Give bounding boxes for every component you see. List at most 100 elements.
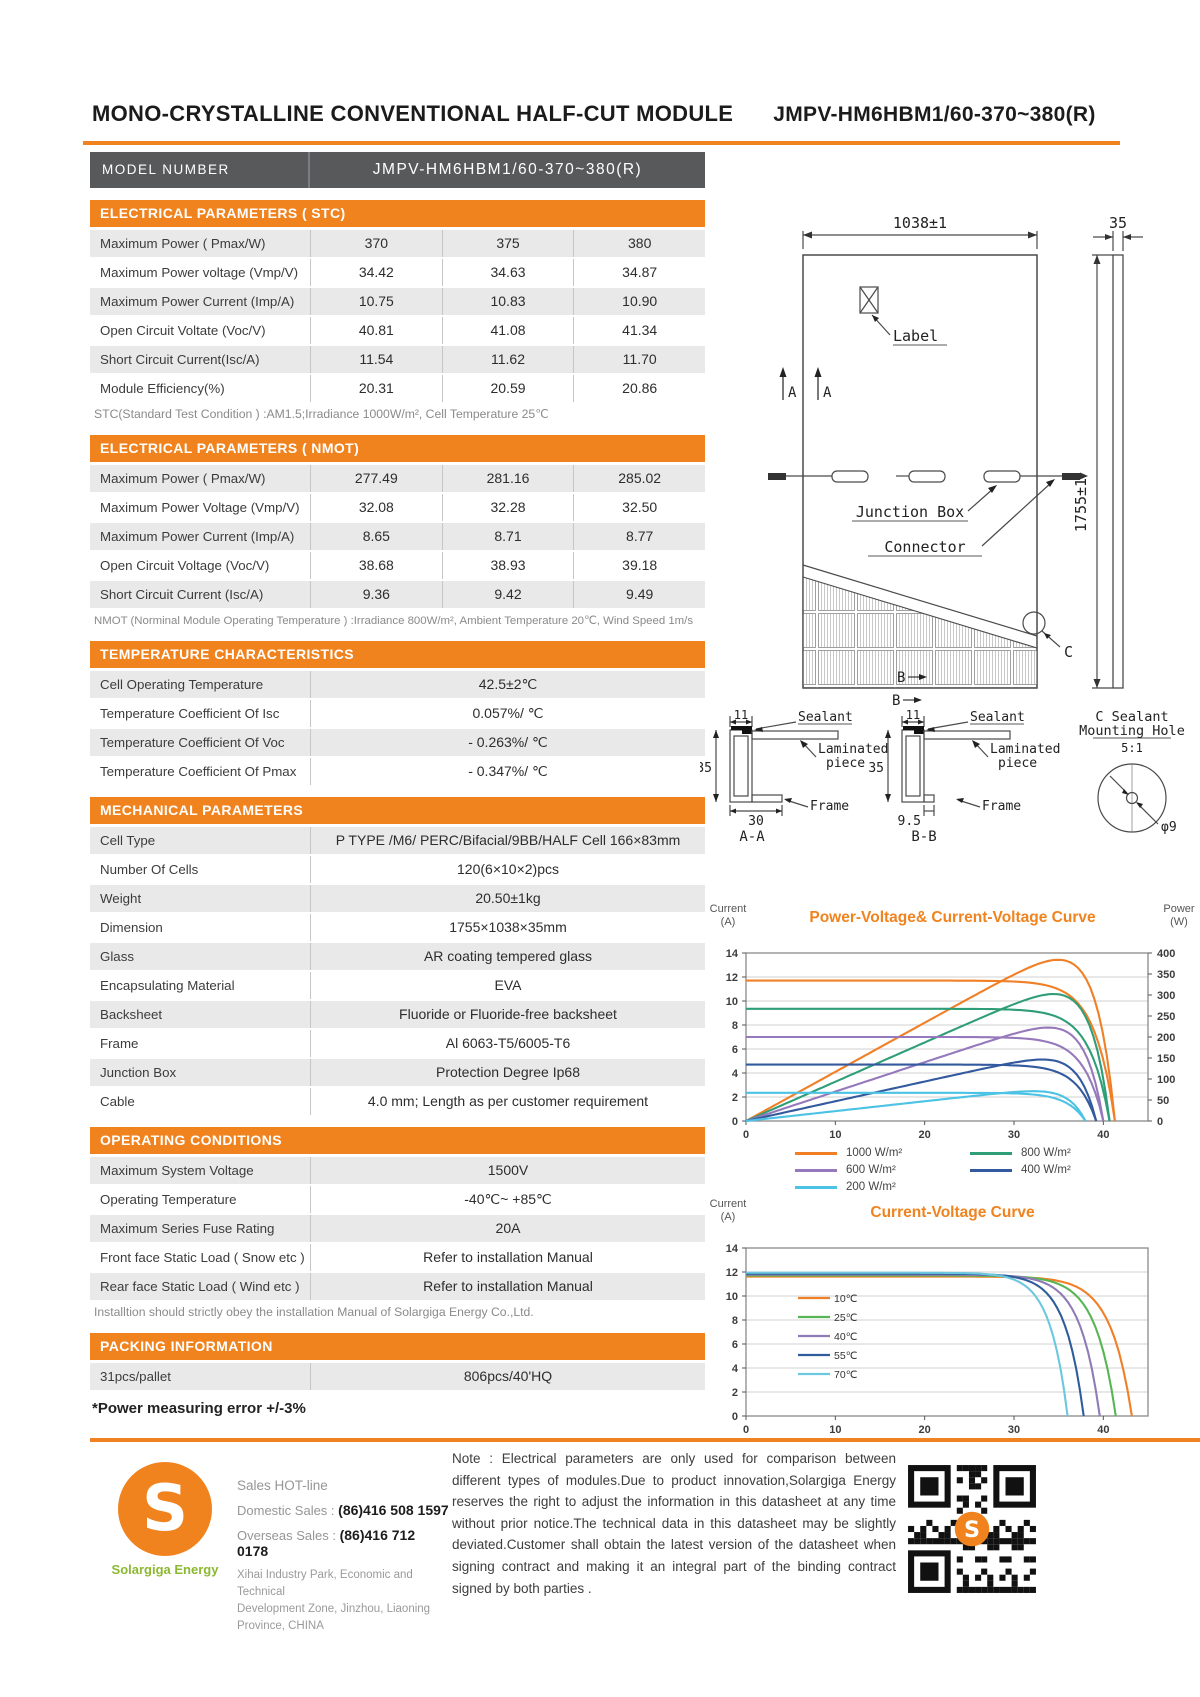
sealant-text: Sealant	[970, 710, 1025, 725]
table-row: 31pcs/pallet 806pcs/40'HQ	[90, 1363, 705, 1390]
section-header-nmot: ELECTRICAL PARAMETERS ( NMOT)	[90, 435, 705, 462]
mounting-hole-detail: C Sealant Mounting Hole 5:1 φ9	[1079, 710, 1185, 835]
svg-text:25℃: 25℃	[834, 1312, 858, 1324]
row-value: 120(6×10×2)pcs	[310, 856, 705, 883]
svg-text:10: 10	[726, 996, 738, 1008]
row-label: Temperature Coefficient Of Pmax	[100, 764, 297, 779]
row-value: 10.90	[573, 288, 705, 315]
panel-drawing: 1038±1 Label A A	[768, 214, 1143, 709]
legend-item: 800 W/m²	[970, 1147, 1145, 1159]
table-row: Maximum Power ( Pmax/W) 370 375 380	[90, 230, 705, 257]
section-c-text: C	[1064, 643, 1073, 661]
caption-bb: B-B	[911, 829, 936, 845]
row-value: 281.16	[441, 465, 574, 492]
y-axis-label: Current (A)	[709, 903, 747, 928]
table-packing: 31pcs/pallet 806pcs/40'HQ	[90, 1363, 705, 1390]
section-header-packing: PACKING INFORMATION	[90, 1333, 705, 1360]
table-row: Maximum Power voltage (Vmp/V) 34.42 34.63 3…	[90, 259, 705, 286]
connector-text: Connector	[884, 538, 965, 556]
overseas-sales-line: Overseas Sales : (86)416 712 0178	[237, 1527, 449, 1559]
row-label: Front face Static Load ( Snow etc )	[100, 1250, 305, 1265]
overseas-sales-number: (86)416 712 0178	[237, 1527, 416, 1559]
laminated-text: Laminated	[990, 742, 1060, 757]
side-view: 35	[1093, 214, 1143, 689]
svg-text:0: 0	[1157, 1116, 1163, 1128]
sealant-text: Sealant	[798, 710, 853, 725]
row-value: 20.86	[573, 375, 705, 402]
section-header-stc: ELECTRICAL PARAMETERS ( STC)	[90, 200, 705, 227]
cross-sections: 11 35 Sealant Laminated piece Frame 30 A…	[700, 710, 1185, 845]
section-c-annotation: C	[1022, 611, 1073, 661]
row-value: 370	[310, 230, 442, 257]
svg-text:10: 10	[829, 1424, 841, 1436]
svg-text:10: 10	[726, 1291, 738, 1303]
section-bb-detail: 11 35 Sealant Laminated piece Frame 9.5 …	[868, 710, 1060, 845]
pv-curve-2	[745, 1026, 1105, 1122]
iv-temp-plot: 0 2 4 6 8 10 12 14 0 10 20 30 40 10℃ 25℃ 40℃ 55℃ 70℃	[726, 1243, 1149, 1436]
svg-text:6: 6	[732, 1044, 738, 1056]
width-dim-text: 1038±1	[893, 214, 947, 232]
model-number-bar: MODEL NUMBER JMPV-HM6HBM1/60-370~380(R)	[90, 152, 705, 188]
row-label: Weight	[100, 891, 142, 906]
chart-title: Power-Voltage& Current-Voltage Curve	[809, 909, 1096, 926]
hole-scale-text: 5:1	[1121, 741, 1143, 755]
table-row: Maximum Series Fuse Rating 20A	[90, 1215, 705, 1242]
svg-text:6: 6	[732, 1339, 738, 1351]
table-row: Module Efficiency(%) 20.31 20.59 20.86	[90, 375, 705, 402]
row-value: 806pcs/40'HQ	[310, 1363, 705, 1390]
svg-text:4: 4	[732, 1068, 739, 1080]
table-row: Frame Al 6063-T5/6005-T6	[90, 1030, 705, 1057]
table-row: Open Circuit Voltate (Voc/V) 40.81 41.08 41…	[90, 317, 705, 344]
hole-diameter-text: φ9	[1161, 820, 1177, 835]
connector-annotation: Connector	[868, 479, 1055, 557]
section-header-mechanical: MECHANICAL PARAMETERS	[90, 797, 705, 824]
y-axis-label: Current (A)	[709, 1198, 747, 1223]
stc-footnote: STC(Standard Test Condition ) :AM1.5;Irr…	[94, 407, 549, 421]
pv-curve-1	[745, 992, 1111, 1122]
legend-label: 1000 W/m²	[846, 1147, 903, 1159]
row-value: EVA	[310, 972, 705, 999]
row-value: 39.18	[573, 552, 705, 579]
row-label: Frame	[100, 1036, 139, 1051]
laminated-text: piece	[826, 756, 865, 771]
footer-divider	[90, 1438, 1200, 1442]
legend-item: 200 W/m²	[795, 1181, 970, 1193]
width-dimension: 1038±1	[802, 214, 1038, 249]
brand-name: Solargiga Energy	[111, 1562, 219, 1577]
row-label: Backsheet	[100, 1007, 163, 1022]
svg-text:50: 50	[1157, 1095, 1169, 1107]
row-value: 9.42	[441, 581, 574, 608]
legend-label: 200 W/m²	[846, 1181, 896, 1193]
company-logo: S	[118, 1462, 212, 1556]
table-row: Maximum Power ( Pmax/W) 277.49 281.16 285.0…	[90, 465, 705, 492]
row-value: 20.31	[310, 375, 442, 402]
section-header-temperature: TEMPERATURE CHARACTERISTICS	[90, 641, 705, 668]
row-value: 42.5±2℃	[310, 671, 705, 698]
section-aa-detail: 11 35 Sealant Laminated piece Frame 30 A…	[700, 710, 888, 845]
iv-curve-4	[746, 1091, 1087, 1122]
row-value: 40.81	[310, 317, 442, 344]
dim-11-text: 11	[734, 710, 748, 722]
table-row: Backsheet Fluoride or Fluoride-free backs…	[90, 1001, 705, 1028]
iv-curve-1	[746, 1274, 1117, 1417]
row-value: 8.71	[441, 523, 574, 550]
row-label: Module Efficiency(%)	[100, 381, 225, 396]
svg-text:12: 12	[726, 972, 738, 984]
frame-text: Frame	[982, 799, 1021, 814]
model-number-label: MODEL NUMBER	[90, 152, 310, 188]
row-label: Short Circuit Current(Isc/A)	[100, 352, 260, 367]
table-row: Maximum System Voltage 1500V	[90, 1157, 705, 1184]
table-row: Short Circuit Current(Isc/A) 11.54 11.62 11…	[90, 346, 705, 373]
company-address: Xihai Industry Park, Economic and Techni…	[237, 1569, 431, 1632]
row-label: Dimension	[100, 920, 163, 935]
spec-column: MODEL NUMBER JMPV-HM6HBM1/60-370~380(R) …	[90, 152, 705, 1417]
svg-text:12: 12	[726, 1267, 738, 1279]
row-label: Encapsulating Material	[100, 978, 235, 993]
domestic-sales-label: Domestic Sales :	[237, 1503, 339, 1518]
table-row: Maximum Power Current (Imp/A) 10.75 10.83 1…	[90, 288, 705, 315]
page-model-code: JMPV-HM6HBM1/60-370~380(R)	[773, 103, 1096, 126]
svg-text:S: S	[964, 1517, 980, 1543]
section-header-operating: OPERATING CONDITIONS	[90, 1127, 705, 1154]
section-a-arrows: A A	[779, 367, 832, 401]
row-label: Maximum Power Current (Imp/A)	[100, 294, 295, 309]
